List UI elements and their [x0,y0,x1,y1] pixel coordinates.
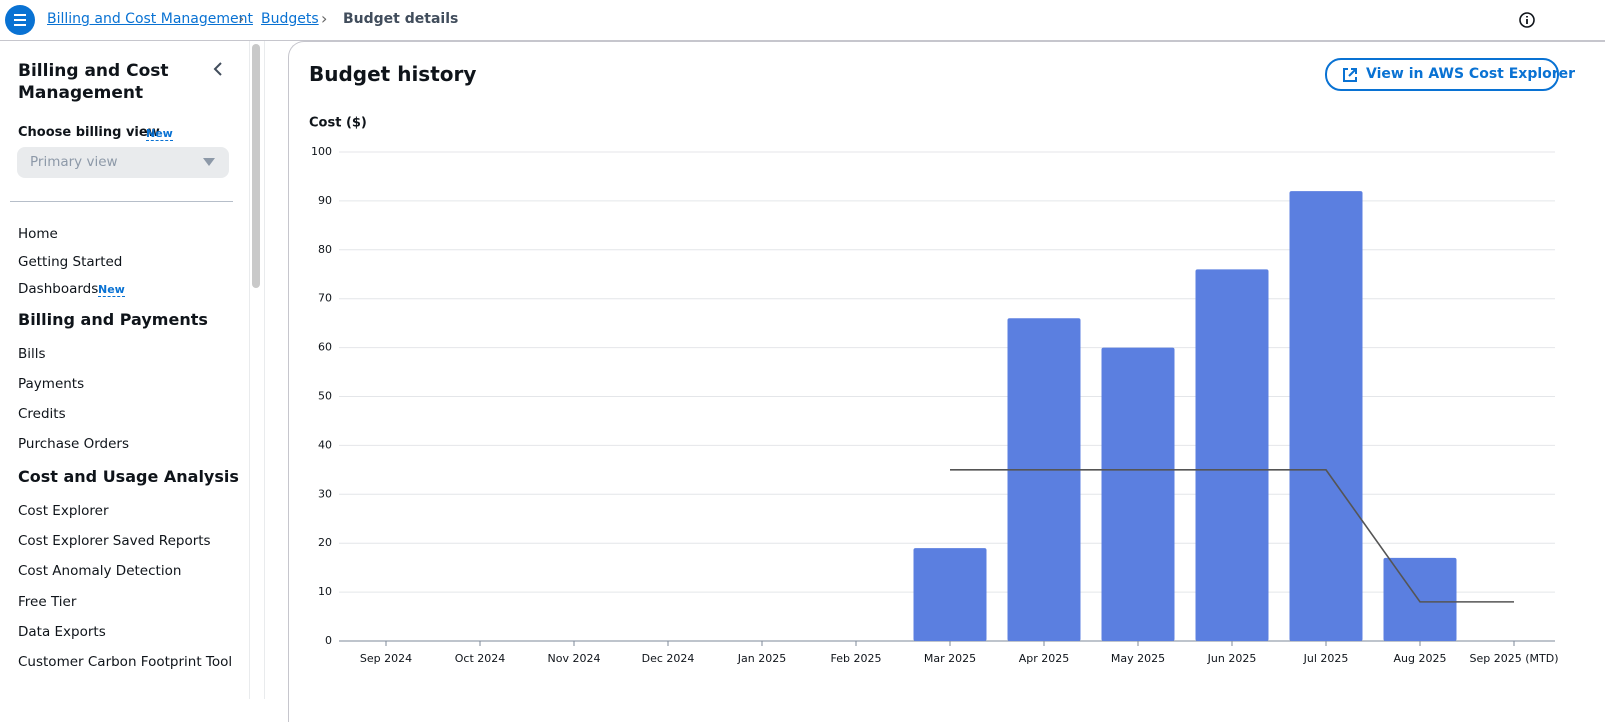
y-tick-label: 100 [311,145,332,158]
x-tick-label: Feb 2025 [831,652,882,665]
x-tick-label: Nov 2024 [548,652,601,665]
top-bar: Billing and Cost Management › Budgets › … [0,0,1605,41]
button-label: View in AWS Cost Explorer [1366,66,1576,82]
billing-view-label: Choose billing view [18,125,160,140]
bar [1383,557,1457,641]
new-badge[interactable]: New [98,283,125,297]
nav-section-title: Cost and Usage Analysis [18,466,239,486]
chart: Cost ($) 0 10 20 30 40 50 60 70 80 90 100 Sep 2024 O… [309,116,1559,666]
info-icon[interactable] [1517,10,1537,30]
collapse-button[interactable] [210,61,226,77]
nav-link[interactable]: Data Exports [18,623,106,640]
cost-explorer-button[interactable]: View in AWS Cost Explorer [1325,58,1575,91]
nav-link[interactable]: Customer Carbon Footprint Tool [18,654,233,671]
breadcrumb-current: Budget details [343,11,459,27]
billing-view-select[interactable]: Primary view [17,147,229,178]
content-panel [288,41,1605,722]
y-tick-label: 10 [318,585,332,598]
nav-link[interactable]: Cost Anomaly Detection [18,563,182,580]
y-tick-label: 0 [325,634,332,647]
x-tick-label: Jan 2025 [737,652,786,665]
new-badge[interactable]: New [146,127,173,141]
sidebar-title: Billing and Cost Management [18,61,169,103]
scrollbar [252,44,260,288]
x-tick-label: Apr 2025 [1019,652,1070,665]
bar [1289,191,1363,641]
nav-link[interactable]: Payments [18,375,85,392]
bar [1007,318,1081,641]
nav-link[interactable]: Free Tier [18,593,77,610]
x-tick-label: Sep 2025 (MTD) [1470,652,1559,665]
external-icon [1343,68,1357,82]
bar [913,548,987,641]
y-tick-label: 20 [318,536,332,549]
nav-link[interactable]: Home [18,226,58,242]
breadcrumb[interactable]: Budgets [261,11,319,27]
divider [10,201,233,202]
nav-link[interactable]: Getting Started [18,253,123,270]
y-tick-label: 70 [318,292,332,305]
nav-link[interactable]: Cost Explorer [18,502,109,519]
x-tick-label: Aug 2025 [1394,652,1447,665]
x-tick-label: Jun 2025 [1207,652,1257,665]
nav-link[interactable]: Bills [18,345,46,362]
budget-line [950,469,1514,603]
y-tick-label: 80 [318,243,332,256]
x-tick-label: Jul 2025 [1303,652,1349,665]
x-tick-label: Mar 2025 [924,652,976,665]
separator: › [238,9,245,28]
y-tick-label: 40 [318,438,332,451]
nav-link[interactable]: Purchase Orders [18,436,129,453]
y-axis-label: Cost ($) [309,116,367,131]
x-tick-label: May 2025 [1111,652,1165,665]
divider [264,41,265,699]
bar [1101,347,1175,641]
nav-link[interactable]: Cost Explorer Saved Reports [18,533,211,549]
nav-link[interactable]: Credits [18,406,66,423]
select-value: Primary view [30,154,118,170]
menu-button[interactable] [5,5,35,35]
panel-title: Budget history [309,62,477,86]
x-tick-label: Sep 2024 [360,652,412,665]
x-tick-label: Dec 2024 [642,652,695,665]
nav-section-title: Billing and Payments [18,309,208,329]
sidebar: Billing and Cost Management Choose billi… [0,41,250,699]
breadcrumb[interactable]: Billing and Cost Management [47,11,253,27]
y-tick-label: 90 [318,194,332,207]
y-tick-label: 60 [318,341,332,354]
dropdown-icon [203,158,215,166]
y-tick-label: 50 [318,390,332,403]
nav-link[interactable]: Dashboards [18,281,99,297]
y-tick-label: 30 [318,487,332,500]
separator: › [321,9,328,28]
x-tick-label: Oct 2024 [455,652,506,665]
bar [1195,269,1269,641]
